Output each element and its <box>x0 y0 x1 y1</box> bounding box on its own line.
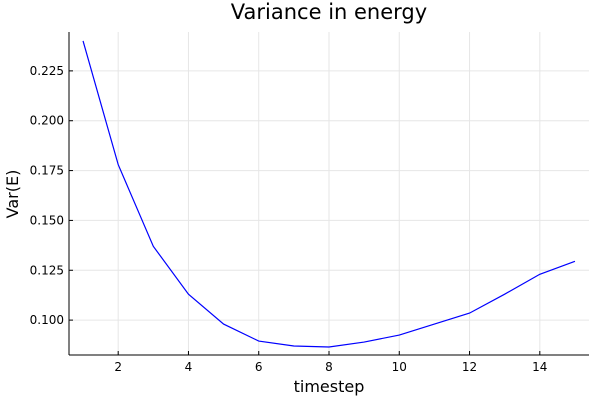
y-tick-label: 0.175 <box>30 164 64 178</box>
x-tick-label: 4 <box>185 360 193 374</box>
y-tick-label: 0.200 <box>30 114 64 128</box>
series-group <box>82 40 576 348</box>
y-tick-label: 0.125 <box>30 263 64 277</box>
chart-title: Variance in energy <box>231 0 427 24</box>
series-line <box>82 40 576 348</box>
y-tick-label: 0.225 <box>30 64 64 78</box>
y-axis-ticks: 0.100 0.125 0.150 0.175 0.200 0.225 <box>30 64 73 327</box>
grid-lines <box>69 32 589 355</box>
x-axis-label: timestep <box>294 377 365 396</box>
y-axis-label: Var(E) <box>3 170 22 219</box>
x-tick-label: 2 <box>114 360 122 374</box>
y-tick-label: 0.150 <box>30 213 64 227</box>
x-axis-ticks: 2 4 6 8 10 12 14 <box>114 351 547 374</box>
x-tick-label: 14 <box>532 360 547 374</box>
x-tick-label: 12 <box>462 360 477 374</box>
y-tick-label: 0.100 <box>30 313 64 327</box>
x-tick-label: 8 <box>325 360 333 374</box>
x-tick-label: 6 <box>255 360 263 374</box>
x-tick-label: 10 <box>392 360 407 374</box>
